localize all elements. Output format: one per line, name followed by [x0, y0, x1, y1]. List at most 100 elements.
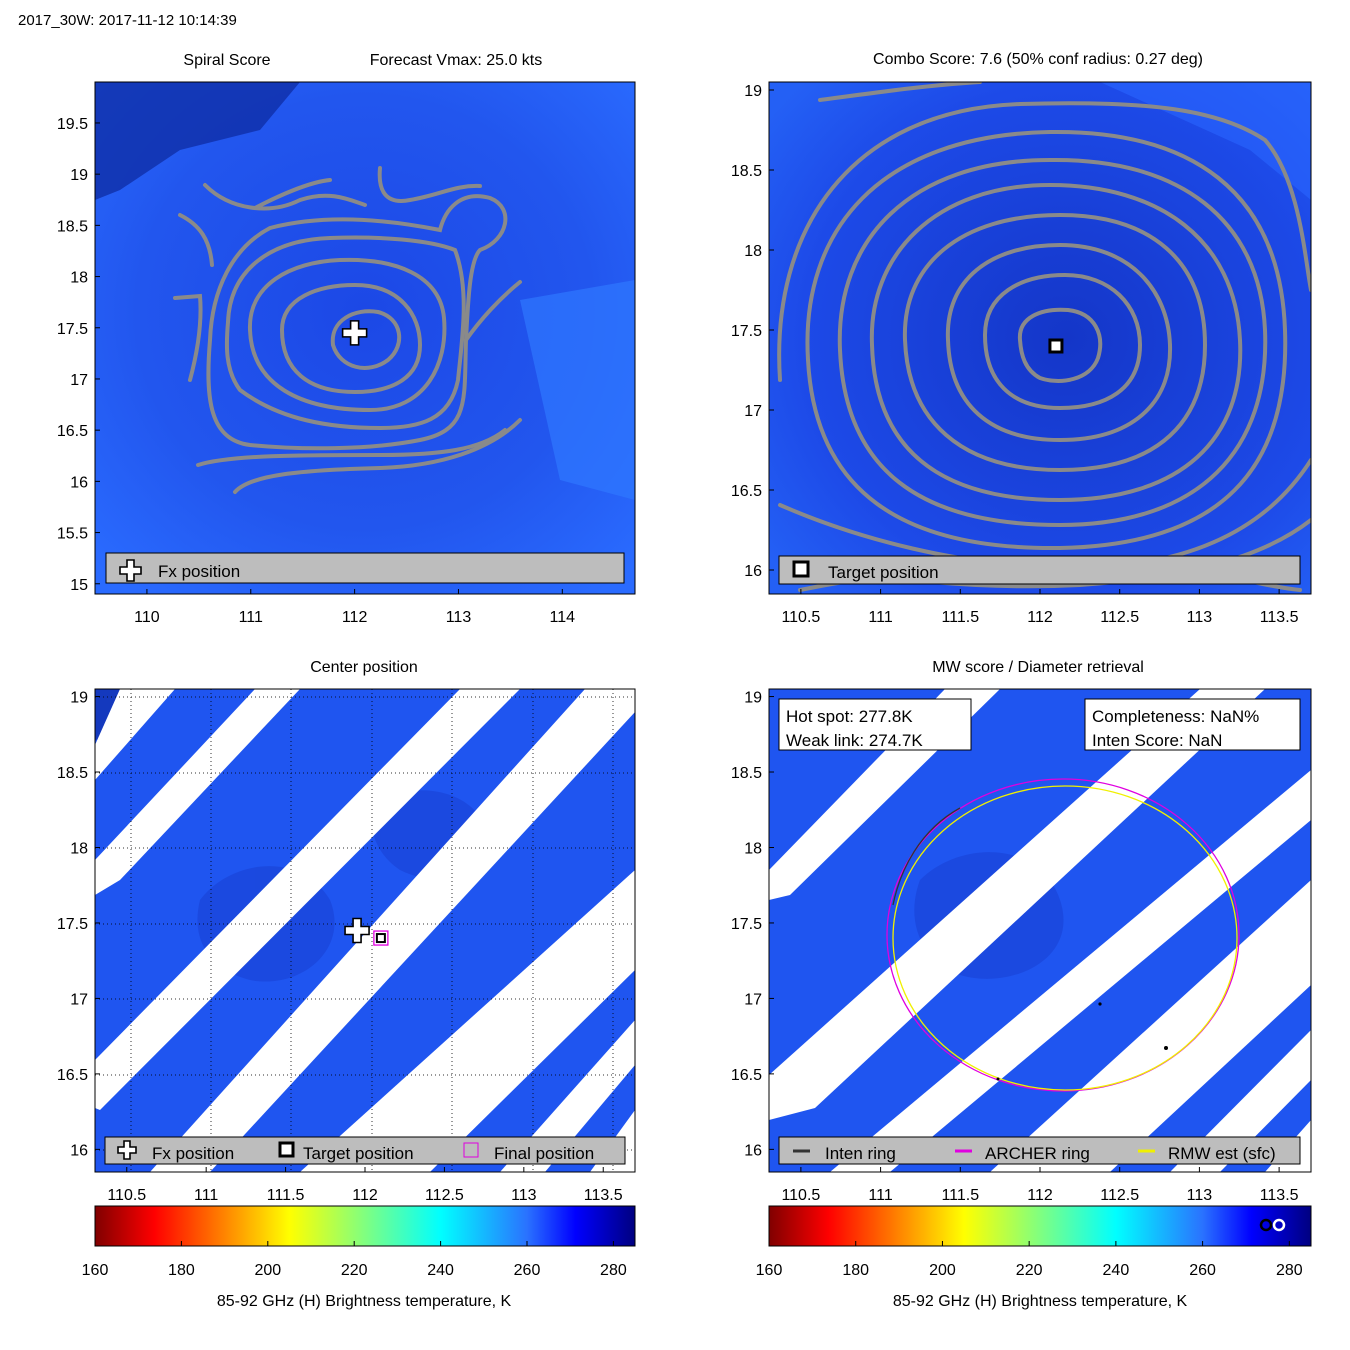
y-tick-label: 16 — [744, 1142, 762, 1159]
completeness-text: Completeness: NaN% — [1092, 707, 1259, 726]
x-tick-label: 110 — [134, 609, 160, 626]
legend: Fx position Target position Final positi… — [104, 1136, 626, 1165]
y-tick-label: 18 — [70, 270, 88, 287]
legend-label-target: Target position — [303, 1144, 414, 1163]
x-tick-label: 112 — [1027, 1187, 1053, 1204]
x-tick-label: 112.5 — [1100, 609, 1139, 626]
weak-link-marker-icon — [1272, 1218, 1286, 1232]
y-tick-label: 16.5 — [731, 1067, 762, 1084]
y-tick-label: 18.5 — [731, 765, 762, 782]
x-tick-label: 111 — [868, 609, 892, 626]
colorbar-tick-label: 180 — [168, 1262, 195, 1279]
y-tick-label: 18 — [744, 243, 762, 260]
markers — [341, 320, 368, 346]
inten-ring-dot — [996, 1077, 1000, 1081]
x-tick-label: 112 — [342, 609, 368, 626]
y-tick-labels: 16 16.5 17 17.5 18 18.5 19 — [731, 690, 774, 1159]
legend-label-fx: Fx position — [152, 1144, 234, 1163]
legend-label-archer: ARCHER ring — [985, 1144, 1090, 1163]
legend-box — [104, 1136, 626, 1165]
colorbar-tick-label: 260 — [1189, 1262, 1216, 1279]
y-tick-label: 17.5 — [57, 321, 88, 338]
y-tick-label: 18 — [744, 840, 762, 857]
colorbar-tick-label: 280 — [600, 1262, 627, 1279]
legend: Fx position — [105, 552, 625, 584]
swath-gaps — [95, 689, 635, 1172]
y-tick-label: 18.5 — [57, 765, 88, 782]
hot-spot-text: Hot spot: 277.8K — [786, 707, 913, 726]
colorbar-tick-label: 160 — [756, 1262, 783, 1279]
y-tick-label: 16 — [70, 1142, 88, 1159]
y-tick-label: 19 — [70, 167, 88, 184]
panel-title-right: Forecast Vmax: 25.0 kts — [370, 52, 543, 69]
y-tick-label: 19 — [744, 690, 762, 707]
plus-icon — [119, 559, 142, 582]
spiral-contours — [173, 166, 522, 494]
legend-box — [105, 552, 625, 584]
colorbar-label: 85-92 GHz (H) Brightness temperature, K — [217, 1293, 512, 1310]
y-tick-label: 19 — [70, 690, 88, 707]
legend-label-final: Final position — [494, 1144, 594, 1163]
rings — [886, 778, 1240, 1092]
legend-box — [778, 1136, 1301, 1165]
weak-link-text: Weak link: 274.7K — [786, 731, 923, 750]
markers — [1048, 338, 1064, 354]
colorbar-tick-label: 240 — [1103, 1262, 1130, 1279]
x-tick-label: 113.5 — [1260, 1187, 1299, 1204]
panel-title-left: Spiral Score — [183, 52, 270, 69]
colorbar-tick-label: 160 — [82, 1262, 109, 1279]
x-tick-label: 112 — [1027, 609, 1053, 626]
panel-spiral-score: Spiral Score Forecast Vmax: 25.0 kts — [57, 52, 636, 626]
colorbar-tick-label: 220 — [1016, 1262, 1043, 1279]
y-tick-label: 15.5 — [57, 526, 88, 543]
final-position-marker — [373, 930, 389, 946]
inten-score-text: Inten Score: NaN — [1092, 731, 1222, 750]
fx-position-marker — [341, 320, 368, 346]
y-tick-labels: 15 15.5 16 16.5 17 17.5 18 18.5 19 19.5 — [57, 116, 100, 594]
x-tick-label: 113 — [1187, 1187, 1213, 1204]
y-tick-labels: 16 16.5 17 17.5 18 18.5 19 — [731, 83, 774, 580]
x-tick-label: 112 — [352, 1187, 378, 1204]
brightness-field — [769, 82, 1311, 594]
y-tick-label: 17 — [70, 372, 88, 389]
x-tick-label: 111.5 — [267, 1187, 305, 1204]
info-box-right: Completeness: NaN% Inten Score: NaN — [1084, 698, 1301, 751]
fx-position-marker — [344, 917, 370, 944]
target-position-marker — [1048, 338, 1064, 354]
colorbar-tick-label: 180 — [842, 1262, 869, 1279]
colorbar-gradient — [768, 1205, 1312, 1247]
colorbar-tick-label: 280 — [1276, 1262, 1303, 1279]
x-tick-label: 113 — [1187, 609, 1213, 626]
legend-label-fx: Fx position — [158, 562, 240, 581]
panel-center-position: Center position — [57, 659, 636, 1204]
archer-ring — [886, 778, 1240, 1092]
x-tick-label: 111 — [239, 609, 263, 626]
legend-label-rmw: RMW est (sfc) — [1168, 1144, 1276, 1163]
x-tick-labels: 110.5 111 111.5 112 112.5 113 113.5 — [781, 589, 1299, 626]
square-icon — [278, 1141, 295, 1158]
x-tick-label: 111 — [194, 1187, 218, 1204]
x-tick-label: 113.5 — [1260, 609, 1299, 626]
inten-ring-dot — [1164, 1046, 1168, 1050]
colorbar-gradient — [94, 1205, 636, 1247]
colorbar-tick-labels: 160 180 200 220 240 260 280 — [82, 1241, 627, 1279]
x-tick-labels: 110.5 111 111.5 112 112.5 113 113.5 — [781, 1167, 1299, 1204]
y-tick-labels: 16 16.5 17 17.5 18 18.5 19 — [57, 690, 100, 1159]
plus-icon — [117, 1140, 137, 1160]
x-tick-labels: 110.5 111 111.5 112 112.5 113 113.5 — [107, 1167, 623, 1204]
panel-combo-score: Combo Score: 7.6 (50% conf radius: 0.27 … — [731, 51, 1312, 626]
x-tick-label: 112.5 — [1100, 1187, 1139, 1204]
legend: Inten ring ARCHER ring RMW est (sfc) — [778, 1136, 1301, 1165]
grid-lines — [95, 689, 635, 1172]
target-position-marker — [375, 933, 386, 944]
y-tick-label: 18.5 — [731, 163, 762, 180]
hot-spot-marker-icon — [1259, 1218, 1273, 1232]
x-tick-labels: 110 111 112 113 114 — [134, 589, 575, 626]
y-tick-label: 16 — [70, 474, 88, 491]
colorbar-right: 160 180 200 220 240 260 280 85-92 GHz (H) Brig… — [756, 1205, 1312, 1310]
y-tick-label: 17 — [70, 991, 88, 1008]
y-tick-label: 17.5 — [731, 916, 762, 933]
x-tick-label: 113 — [446, 609, 472, 626]
colorbar-tick-label: 220 — [341, 1262, 368, 1279]
y-tick-label: 16.5 — [731, 483, 762, 500]
